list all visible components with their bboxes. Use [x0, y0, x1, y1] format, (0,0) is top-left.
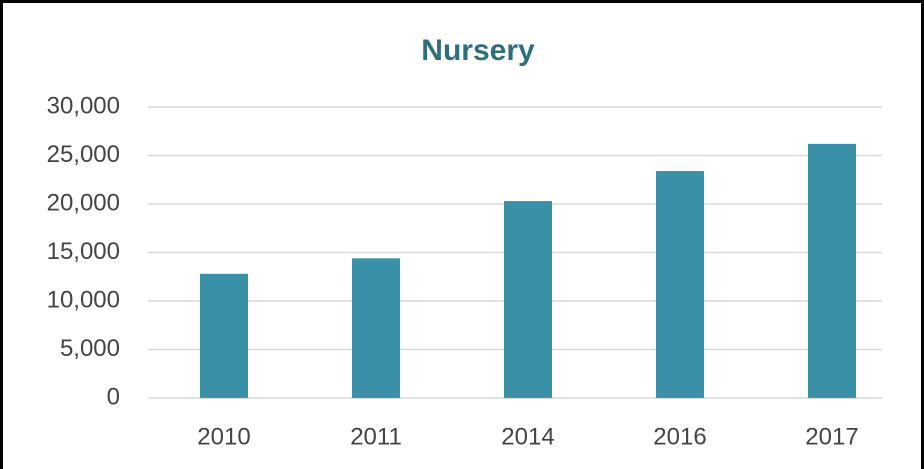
y-tick-label: 30,000 — [47, 92, 120, 119]
bar — [352, 258, 400, 398]
x-tick-label: 2011 — [350, 423, 402, 450]
y-tick-label: 15,000 — [47, 238, 120, 265]
bar — [656, 171, 704, 398]
chart-title: Nursery — [421, 34, 535, 67]
x-tick-label: 2016 — [653, 423, 706, 450]
x-tick-label: 2014 — [501, 423, 554, 450]
y-tick-label: 0 — [107, 383, 120, 410]
y-tick-label: 25,000 — [47, 141, 120, 168]
x-tick-label: 2017 — [805, 423, 858, 450]
y-tick-label: 10,000 — [47, 286, 120, 313]
y-tick-label: 20,000 — [47, 189, 120, 216]
y-tick-label: 5,000 — [60, 335, 120, 362]
x-tick-label: 2010 — [197, 423, 250, 450]
bar — [808, 143, 856, 398]
bar — [504, 201, 552, 398]
bar — [200, 273, 248, 398]
